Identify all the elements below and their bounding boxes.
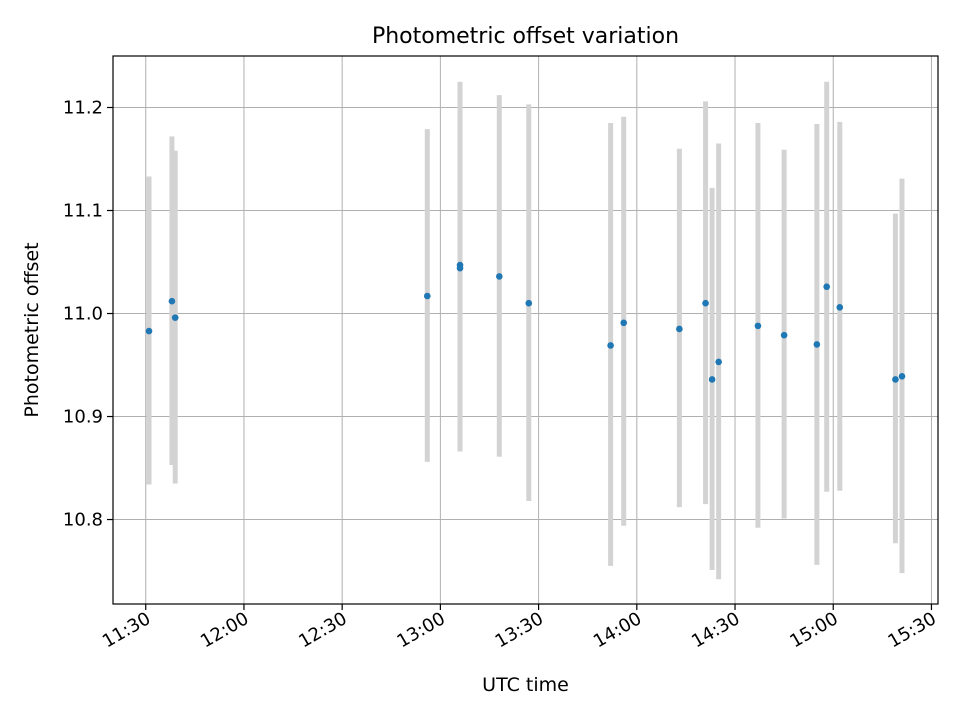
data-point: [456, 264, 464, 272]
data-point: [708, 376, 716, 383]
data-point: [898, 373, 906, 380]
y-tick-label: 11.1: [63, 201, 103, 222]
y-tick-label: 10.9: [63, 407, 103, 428]
data-point: [813, 341, 821, 348]
data-point: [607, 342, 614, 349]
data-point: [823, 283, 830, 291]
data-point: [171, 314, 179, 321]
data-point: [168, 297, 176, 305]
data-point: [754, 322, 762, 330]
plot-frame: [112, 55, 939, 605]
data-point: [423, 292, 431, 300]
y-tick-label: 11.2: [63, 98, 103, 119]
data-point: [836, 304, 844, 311]
y-tick-label: 11.0: [63, 304, 103, 325]
data-point: [145, 327, 153, 335]
data-point: [496, 273, 503, 280]
data-point: [702, 299, 709, 307]
data-point: [620, 319, 628, 327]
grid: [113, 56, 938, 604]
data-point: [676, 325, 683, 333]
x-axis-label: UTC time: [482, 674, 569, 696]
chart-title: Photometric offset variation: [372, 24, 679, 49]
data-point: [780, 331, 788, 339]
data-point: [525, 299, 533, 307]
data-points: [145, 261, 906, 383]
data-point: [715, 358, 722, 366]
y-axis-label: Photometric offset: [21, 242, 43, 417]
data-point: [892, 376, 899, 383]
y-tick-label: 10.8: [63, 510, 103, 531]
